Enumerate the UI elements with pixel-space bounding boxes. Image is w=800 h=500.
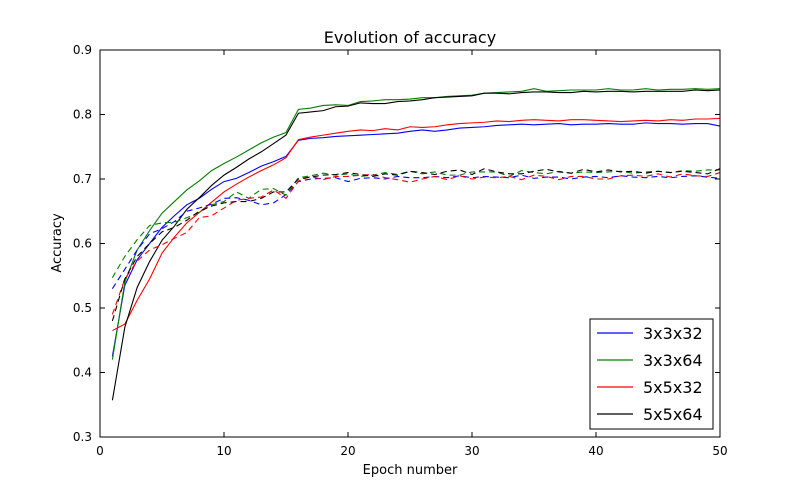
x-tick-label: 30 <box>464 444 479 458</box>
x-axis: 0 10 20 30 40 50 <box>96 50 728 458</box>
y-axis: 0.3 0.4 0.5 0.6 0.7 0.8 0.9 <box>73 43 720 444</box>
series-line-dashed-4 <box>111 174 720 289</box>
legend: 3x3x32 3x3x64 5x5x32 5x5x64 <box>589 318 714 430</box>
y-tick-label: 0.6 <box>73 237 92 251</box>
series-layer <box>111 88 720 401</box>
legend-label-5x5x64: 5x5x64 <box>643 405 703 424</box>
y-tick-label: 0.3 <box>73 430 92 444</box>
series-line-solid-2 <box>112 117 720 332</box>
y-tick-label: 0.4 <box>73 366 92 380</box>
x-tick-label: 10 <box>216 444 231 458</box>
y-tick-label: 0.5 <box>73 301 92 315</box>
chart-title: Evolution of accuracy <box>324 28 496 47</box>
legend-box <box>589 318 714 430</box>
x-tick-label: 50 <box>712 444 727 458</box>
legend-label-3x3x64: 3x3x64 <box>643 351 703 370</box>
series-line-solid-1 <box>111 88 720 360</box>
x-axis-label: Epoch number <box>363 463 458 478</box>
x-tick-label: 40 <box>588 444 603 458</box>
series-line-solid-0 <box>111 122 720 357</box>
y-tick-label: 0.8 <box>73 108 92 122</box>
series-line-solid-3 <box>111 89 720 401</box>
y-axis-label: Accuracy <box>50 213 65 273</box>
y-tick-label: 0.9 <box>73 43 92 57</box>
series-line-dashed-6 <box>111 172 720 315</box>
series-line-dashed-7 <box>111 168 720 322</box>
legend-label-3x3x32: 3x3x32 <box>643 324 703 343</box>
y-tick-label: 0.7 <box>73 172 92 186</box>
x-tick-label: 20 <box>340 444 355 458</box>
x-tick-label: 0 <box>96 444 104 458</box>
legend-label-5x5x32: 5x5x32 <box>643 378 703 397</box>
